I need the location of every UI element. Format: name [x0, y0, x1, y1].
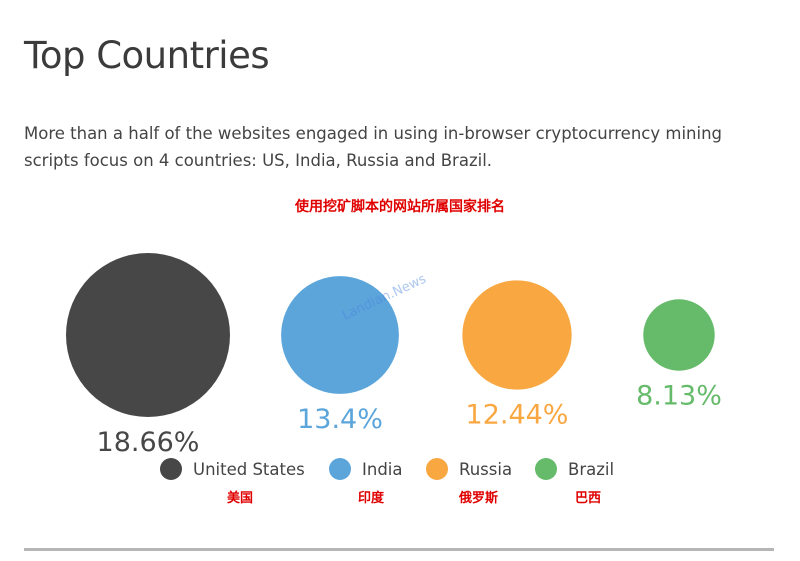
- value-label-united-states: 18.66%: [97, 427, 200, 458]
- value-label-india: 13.4%: [297, 404, 383, 435]
- bubble-india: [281, 276, 399, 394]
- value-label-brazil: 8.13%: [636, 381, 722, 412]
- bubble-brazil: [643, 299, 715, 371]
- chinese-title-annotation: 使用挖矿脚本的网站所属国家排名: [295, 199, 505, 215]
- value-label-russia: 12.44%: [466, 400, 569, 431]
- bubble-united-states: [66, 253, 230, 417]
- page-title: Top Countries: [24, 34, 270, 77]
- bubble-russia: [462, 280, 572, 390]
- bottom-divider: [24, 548, 774, 551]
- page-subtitle: More than a half of the websites engaged…: [24, 124, 723, 170]
